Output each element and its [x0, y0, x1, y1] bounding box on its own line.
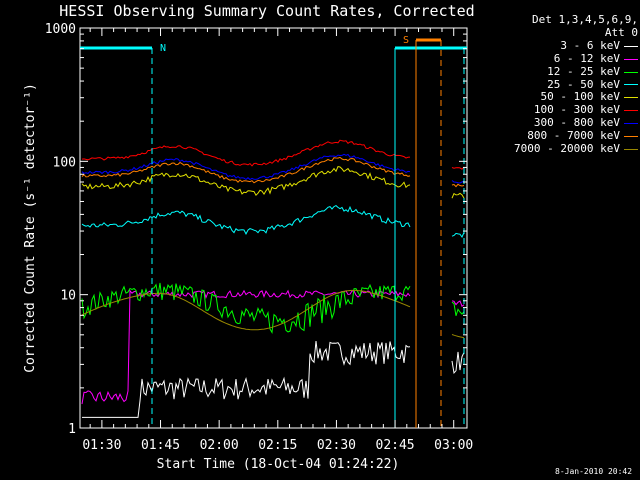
- series-line: [81, 139, 465, 170]
- legend-label: 50 - 100 keV: [540, 90, 620, 104]
- saa-label: S: [403, 35, 409, 46]
- legend-label: 3 - 6 keV: [560, 38, 620, 52]
- legend-entry: 300 - 800 keV: [488, 116, 638, 130]
- legend-label: 100 - 300 keV: [533, 103, 620, 117]
- series-line: [81, 153, 465, 184]
- legend-swatch: [624, 110, 638, 112]
- x-tick-label: 02:15: [258, 438, 297, 453]
- y-tick-label: 1: [68, 422, 76, 437]
- series-line: [81, 156, 465, 188]
- legend-swatch: [624, 149, 638, 151]
- series-line: [81, 205, 465, 239]
- x-tick-label: 03:00: [434, 438, 473, 453]
- x-tick-label: 01:45: [141, 438, 180, 453]
- legend-label: 25 - 50 keV: [547, 77, 620, 91]
- legend-swatch: [624, 97, 638, 99]
- y-tick-label: 10: [60, 289, 76, 304]
- y-axis-label: Corrected Count Rate (s⁻¹ detector⁻¹): [23, 83, 38, 373]
- legend-entry: 25 - 50 keV: [488, 77, 638, 92]
- x-tick-label: 01:30: [82, 438, 121, 453]
- series-line: [81, 282, 465, 334]
- legend-header-line2: Att 0: [604, 25, 638, 39]
- y-tick-label: 1000: [45, 22, 76, 37]
- legend-swatch: [624, 84, 638, 86]
- legend-label: 300 - 800 keV: [533, 116, 620, 130]
- legend-label: 7000 - 20000 keV: [514, 142, 620, 156]
- chart-title: HESSI Observing Summary Count Rates, Cor…: [59, 2, 474, 20]
- night-label: N: [160, 43, 166, 54]
- legend-entry: 800 - 7000 keV: [488, 129, 638, 143]
- legend-entry: 3 - 6 keV: [488, 38, 638, 53]
- x-axis-label: Start Time (18-Oct-04 01:24:22): [157, 457, 400, 472]
- x-tick-label: 02:45: [376, 438, 415, 453]
- series-line: [81, 289, 465, 339]
- x-tick-label: 02:30: [317, 438, 356, 453]
- legend-header-line1: Det 1,3,4,5,6,9,: [532, 13, 638, 26]
- legend-entry: 6 - 12 keV: [488, 51, 638, 66]
- plot-frame: [79, 27, 468, 429]
- legend-label: 6 - 12 keV: [553, 51, 620, 65]
- y-axis-label-text: Corrected Count Rate (s⁻¹ detector⁻¹): [23, 83, 38, 373]
- y-tick-label: 100: [53, 155, 76, 170]
- legend-entry: 12 - 25 keV: [488, 64, 638, 79]
- legend-label: 12 - 25 keV: [547, 64, 620, 78]
- legend-entry: 100 - 300 keV: [488, 103, 638, 117]
- legend-swatch: [624, 58, 638, 60]
- legend-label: 800 - 7000 keV: [527, 129, 620, 143]
- series-line: [81, 166, 465, 199]
- legend-swatch: [624, 123, 638, 125]
- x-tick-label: 02:00: [200, 438, 239, 453]
- series-line: [82, 340, 465, 418]
- series-line: [81, 289, 465, 405]
- legend: Det 1,3,4,5,6,9, Att 0 3 - 6 keV 6 - 12 k…: [488, 13, 638, 156]
- legend-entry: 50 - 100 keV: [488, 91, 638, 104]
- legend-swatch: [624, 136, 638, 138]
- legend-swatch: [624, 71, 638, 73]
- legend-swatch: [624, 45, 638, 47]
- legend-entry: 7000 - 20000 keV: [488, 142, 638, 156]
- timestamp: 8-Jan-2010 20:42: [555, 467, 633, 476]
